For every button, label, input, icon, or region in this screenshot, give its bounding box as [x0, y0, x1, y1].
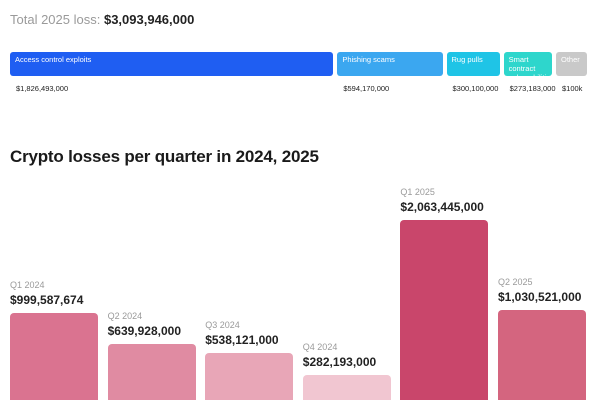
bar [302, 375, 391, 400]
segment-label: Phishing scams [342, 55, 395, 64]
segment: Access control exploits [10, 52, 334, 76]
bar [107, 344, 196, 400]
segment: Rug pulls [446, 52, 500, 76]
total-label: Total 2025 loss: [10, 12, 101, 27]
segment: Smart contract vulnerabilities [503, 52, 554, 82]
segment-value: $1,826,493,000 [16, 84, 69, 93]
segment: Other [556, 52, 587, 76]
total-loss: Total 2025 loss: $3,093,946,000 [10, 12, 194, 27]
segment: Phishing scams [337, 52, 443, 76]
total-value: $3,093,946,000 [103, 12, 195, 27]
segment-value: $300,100,000 [452, 84, 499, 93]
bar-value: $639,928,000 [107, 324, 181, 339]
bar-category: Q3 2024 [205, 320, 240, 331]
bar-value: $2,063,445,000 [400, 200, 484, 214]
bar-value: $282,193,000 [302, 355, 377, 370]
segment-value: $594,170,000 [343, 84, 390, 93]
chart-title: Crypto losses per quarter in 2024, 2025 [10, 147, 319, 166]
segment-label: Access control exploits [15, 55, 92, 64]
segment-value: $100k [562, 84, 583, 93]
bar-category: Q1 2024 [10, 279, 45, 290]
bar-category: Q2 2024 [107, 311, 143, 322]
segment-label: Other [561, 55, 580, 64]
segment-label: Rug pulls [451, 55, 483, 64]
bar [205, 353, 294, 400]
bar [498, 310, 586, 400]
bar [400, 220, 489, 400]
bar-category: Q2 2025 [498, 277, 533, 288]
segment-value: $273,183,000 [509, 84, 556, 93]
bar-value: $999,587,674 [10, 292, 84, 307]
bar-value: $538,121,000 [205, 333, 279, 348]
bar-category: Q4 2024 [302, 342, 338, 353]
bar-value: $1,030,521,000 [498, 290, 582, 305]
bar-category: Q1 2025 [400, 187, 435, 197]
bar [10, 312, 98, 400]
segment-label: Smart contract vulnerabilities [508, 55, 555, 82]
